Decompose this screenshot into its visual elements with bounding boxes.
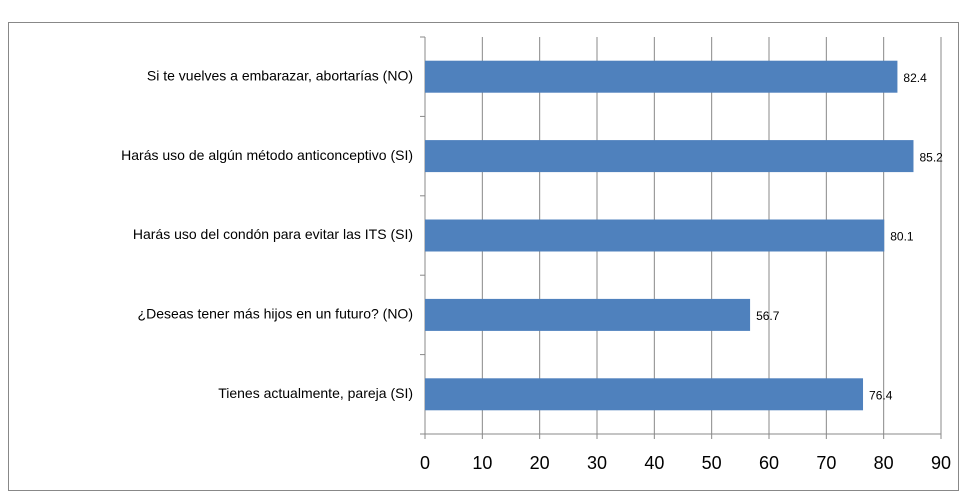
data-label: 82.4 <box>903 71 927 85</box>
bar <box>425 378 864 411</box>
data-label: 80.1 <box>890 230 914 244</box>
x-tick-label: 40 <box>644 453 664 473</box>
data-label: 85.2 <box>919 150 943 164</box>
y-tick-label: ¿Deseas tener más hijos en un futuro? (N… <box>138 306 413 322</box>
x-tick-label: 0 <box>420 453 430 473</box>
bar <box>425 298 751 331</box>
x-tick-label: 50 <box>702 453 722 473</box>
data-label: 56.7 <box>756 309 780 323</box>
x-tick-label: 70 <box>816 453 836 473</box>
chart-border <box>8 22 959 491</box>
bar <box>425 219 885 252</box>
y-tick-label: Harás uso de algún método anticonceptivo… <box>121 147 413 163</box>
x-tick-label: 30 <box>587 453 607 473</box>
y-tick-label: Si te vuelves a embarazar, abortarías (N… <box>147 67 413 83</box>
x-tick-label: 10 <box>472 453 492 473</box>
bar <box>425 140 914 173</box>
x-tick-label: 60 <box>759 453 779 473</box>
bar <box>425 60 898 93</box>
x-tick-label: 80 <box>874 453 894 473</box>
y-tick-label: Harás uso del condón para evitar las ITS… <box>133 226 413 242</box>
y-tick-label: Tienes actualmente, pareja (SI) <box>218 385 413 401</box>
data-label: 76.4 <box>869 388 893 402</box>
x-tick-label: 20 <box>530 453 550 473</box>
x-tick-label: 90 <box>931 453 951 473</box>
